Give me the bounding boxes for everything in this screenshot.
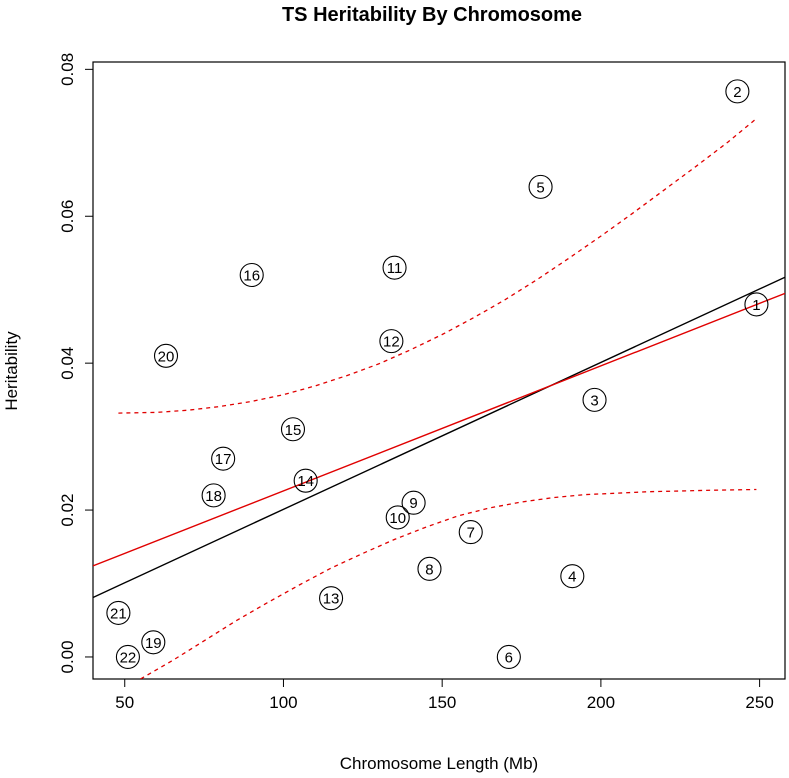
point-label: 3 [590, 392, 598, 409]
point-marker [319, 586, 344, 611]
data-point: 8 [417, 556, 442, 581]
data-point: 2 [725, 79, 750, 104]
y-tick-label: 0.04 [58, 347, 77, 380]
x-axis: 50 100 150 200 250 [115, 679, 774, 712]
point-label: 1 [752, 297, 760, 314]
point-marker [379, 329, 404, 354]
fitted-trend-line [93, 292, 785, 567]
x-tick-label: 200 [587, 693, 615, 712]
y-tick-label: 0.00 [58, 640, 77, 673]
data-point: 19 [141, 630, 166, 655]
point-marker [458, 520, 483, 545]
data-point: 14 [293, 468, 318, 493]
point-label: 19 [145, 635, 162, 652]
data-point: 9 [401, 490, 426, 515]
data-point: 3 [582, 387, 607, 412]
y-tick-label: 0.02 [58, 494, 77, 527]
data-point: 12 [379, 329, 404, 354]
y-axis: 0.00 0.02 0.04 0.06 0.08 [58, 53, 93, 674]
chart-title: TS Heritability By Chromosome [282, 4, 582, 26]
y-tick-label: 0.06 [58, 200, 77, 233]
fit-lines [93, 118, 785, 679]
point-marker [141, 630, 166, 655]
point-label: 13 [323, 591, 340, 608]
point-marker [560, 564, 585, 589]
point-marker [401, 490, 426, 515]
point-label: 7 [467, 525, 475, 542]
point-marker [528, 174, 553, 199]
point-marker [280, 417, 306, 442]
point-marker [744, 292, 769, 317]
x-tick-label: 100 [269, 693, 297, 712]
point-label: 5 [536, 179, 544, 196]
data-point: 6 [496, 644, 521, 670]
point-marker [106, 600, 131, 625]
data-point: 5 [528, 174, 553, 199]
y-tick-label: 0.08 [58, 53, 77, 86]
data-point: 15 [280, 417, 306, 442]
y-axis-label: Heritability [2, 331, 21, 411]
data-point: 13 [319, 586, 344, 611]
data-point: 22 [115, 644, 140, 670]
plot-frame [92, 61, 786, 680]
point-marker [582, 387, 607, 412]
point-marker [417, 556, 442, 581]
x-tick-label: 50 [115, 693, 134, 712]
x-axis-label: Chromosome Length (Mb) [340, 754, 538, 773]
x-tick-label: 250 [745, 693, 773, 712]
data-point: 16 [239, 262, 264, 288]
x-tick-label: 150 [428, 693, 456, 712]
point-label: 14 [297, 473, 314, 490]
point-marker [382, 255, 407, 280]
data-point: 11 [382, 255, 407, 280]
point-marker [153, 343, 179, 368]
point-marker [211, 446, 236, 471]
data-point: 17 [211, 446, 236, 471]
point-marker [293, 468, 318, 493]
point-label: 12 [383, 334, 400, 351]
point-label: 17 [215, 451, 232, 468]
point-label: 2 [733, 84, 741, 101]
data-point: 10 [385, 505, 410, 530]
point-label: 8 [425, 561, 433, 578]
data-point: 7 [458, 520, 483, 545]
point-label: 11 [387, 260, 403, 277]
point-marker [201, 483, 226, 508]
point-marker [115, 644, 140, 670]
point-label: 20 [158, 348, 175, 365]
point-marker [496, 644, 521, 670]
point-label: 16 [243, 268, 260, 285]
point-label: 21 [110, 605, 127, 622]
data-point: 4 [560, 564, 585, 589]
point-label: 22 [120, 649, 137, 666]
point-label: 6 [505, 649, 513, 666]
point-label: 18 [205, 488, 222, 505]
confidence-band-upper [118, 118, 757, 414]
data-point: 21 [106, 600, 131, 625]
point-marker [239, 262, 264, 288]
point-label: 9 [409, 495, 417, 512]
data-point: 20 [153, 343, 179, 368]
point-label: 15 [285, 422, 302, 439]
point-marker [725, 79, 750, 104]
point-marker [385, 505, 410, 530]
point-label: 10 [389, 510, 406, 527]
confidence-band-lower [140, 488, 757, 679]
point-label: 4 [568, 569, 576, 586]
data-point: 18 [201, 483, 226, 508]
regression-line [93, 276, 785, 599]
data-point: 1 [744, 292, 769, 317]
